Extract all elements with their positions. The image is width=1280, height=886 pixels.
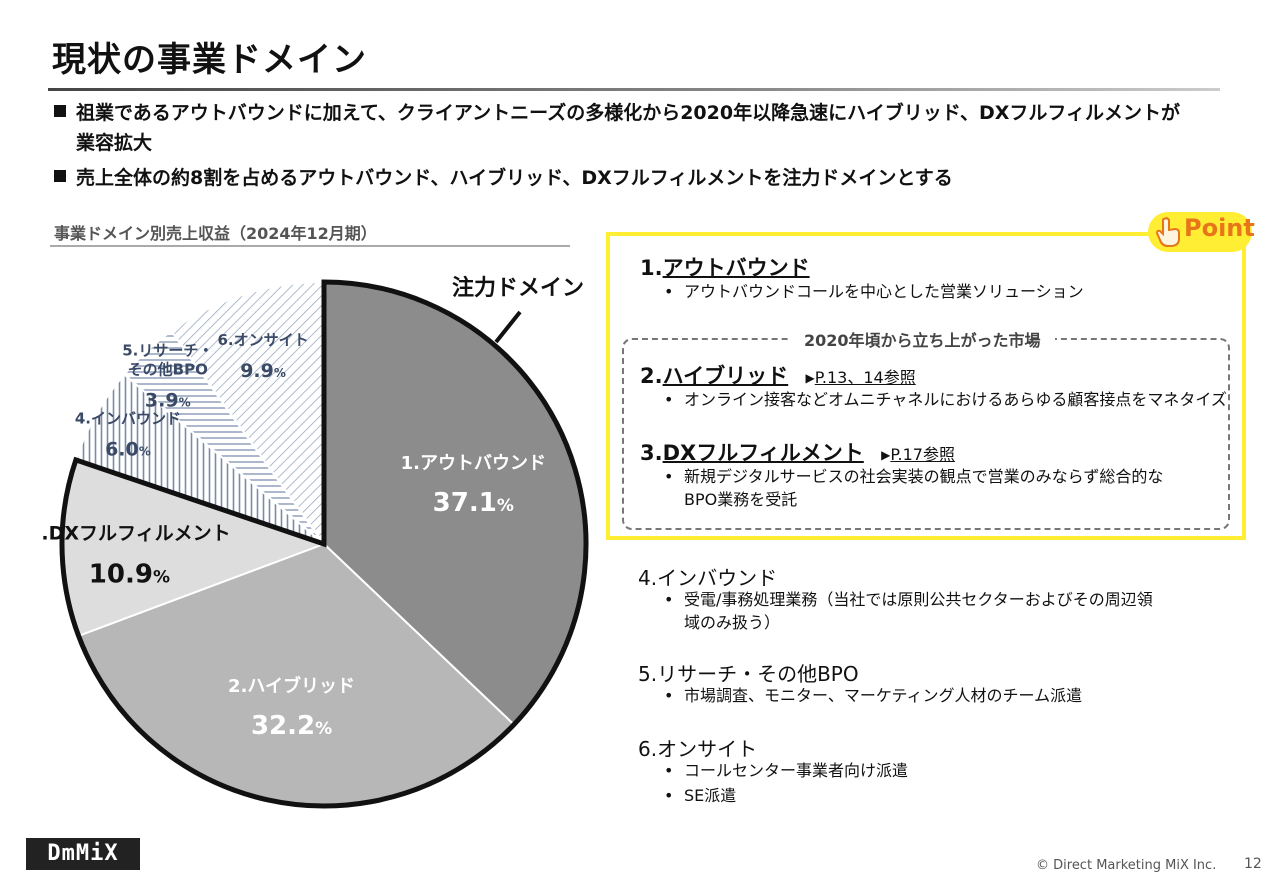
- triangle-right-icon: ▶: [805, 371, 815, 385]
- bullet-dot-icon: •: [664, 590, 674, 609]
- slice-value-label: 32.2%: [251, 711, 332, 741]
- desc-text-cont: 域のみ扱う）: [684, 613, 781, 632]
- slice-name-label: その他BPO: [128, 360, 208, 378]
- chart-title-divider: [50, 245, 570, 247]
- focus-domain-label: 注力ドメイン: [452, 276, 585, 301]
- focus-pointer-line: [494, 310, 522, 344]
- square-bullet-icon: [54, 105, 66, 117]
- segment-hybrid-desc: • オンライン接客などオムニチャネルにおけるあらゆる顧客接点をマネタイズ: [664, 388, 1227, 411]
- segment-dx-heading: 3.DXフルフィルメント ▶P.17参照: [640, 437, 955, 467]
- bullet-1-line2: 業容拡大: [76, 132, 153, 154]
- company-logo: DmMiX: [26, 838, 140, 870]
- bullet-dot-icon: •: [664, 686, 674, 705]
- bullet-dot-icon: •: [664, 390, 674, 409]
- page-reference-link[interactable]: ▶P.17参照: [881, 445, 955, 464]
- segment-research-heading: 5.リサーチ・その他BPO: [638, 662, 859, 686]
- slice-value-label: 37.1%: [433, 488, 514, 518]
- segment-name: アウトバウンド: [662, 256, 810, 280]
- pie-chart: 1.アウトバウンド 37.1% 2.ハイブリッド 32.2% 3.DXフルフィルメント 1…: [40, 279, 589, 809]
- desc-text-cont: BPO業務を受託: [684, 490, 798, 509]
- segment-outbound-heading: 1.アウトバウンド: [640, 252, 810, 282]
- slice-value-label: 3.9%: [145, 389, 191, 411]
- page-reference-text: P.13、14参照: [814, 368, 916, 387]
- slice-value-label: 6.0%: [105, 438, 151, 460]
- segment-dx-desc: • 新規デジタルサービスの社会実装の観点で営業のみならず総合的な BPO業務を受託: [664, 465, 1163, 511]
- slice-name-label: 6.オンサイト: [217, 331, 308, 349]
- bullet-dot-icon: •: [664, 282, 674, 301]
- desc-text: 市場調査、モニター、マーケティング人材のチーム派遣: [684, 686, 1083, 705]
- segment-name: DXフルフィルメント: [662, 441, 864, 465]
- segment-onsite-desc-2: • SE派遣: [664, 784, 736, 807]
- focus-domain-outline: [59, 279, 589, 809]
- bullet-dot-icon: •: [664, 467, 674, 486]
- slice-value-label: 9.9%: [240, 360, 286, 382]
- chart-title: 事業ドメイン別売上収益（2024年12月期）: [54, 224, 377, 243]
- desc-text: 受電/事務処理業務（当社では原則公共セクターおよびその周辺領: [684, 590, 1153, 609]
- square-bullet-icon: [54, 170, 66, 182]
- segment-inbound-heading: 4.インバウンド: [638, 566, 778, 590]
- slice-name-label: 5.リサーチ・: [122, 341, 213, 359]
- triangle-right-icon: ▶: [881, 448, 891, 462]
- segment-number: 3.: [640, 441, 663, 465]
- page-title: 現状の事業ドメイン: [52, 40, 367, 80]
- slice-name-label: 2.ハイブリッド: [228, 675, 355, 697]
- desc-text: アウトバウンドコールを中心とした営業ソリューション: [684, 282, 1084, 301]
- point-box: [606, 232, 1246, 540]
- emerging-market-label: 2020年頃から立ち上がった市場: [790, 327, 1055, 351]
- point-badge-label: Point: [1184, 214, 1255, 242]
- bullet-2-line1: 売上全体の約8割を占めるアウトバウンド、ハイブリッド、DXフルフィルメントを注力…: [76, 167, 953, 189]
- bullet-2: 売上全体の約8割を占めるアウトバウンド、ハイブリッド、DXフルフィルメントを注力…: [54, 163, 953, 193]
- slice-name-label: 3.DXフルフィルメント: [40, 522, 231, 544]
- segment-number: 2.: [640, 364, 663, 388]
- bullet-dot-icon: •: [664, 786, 674, 805]
- segment-onsite-heading: 6.オンサイト: [638, 737, 758, 761]
- segment-hybrid-heading: 2.ハイブリッド ▶P.13、14参照: [640, 360, 916, 390]
- segment-name: ハイブリッド: [662, 364, 789, 388]
- slice-name-label: 4.インバウンド: [75, 409, 181, 427]
- page-reference-text: P.17参照: [890, 445, 955, 464]
- bullet-dot-icon: •: [664, 761, 674, 780]
- slice-name-label: 1.アウトバウンド: [401, 453, 546, 474]
- segment-onsite-desc-1: • コールセンター事業者向け派遣: [664, 759, 908, 782]
- bullet-1-line1: 祖業であるアウトバウンドに加えて、クライアントニーズの多様化から2020年以降急…: [76, 102, 1180, 124]
- segment-inbound-desc: • 受電/事務処理業務（当社では原則公共セクターおよびその周辺領 域のみ扱う）: [664, 588, 1153, 634]
- segment-research-desc: • 市場調査、モニター、マーケティング人材のチーム派遣: [664, 684, 1082, 707]
- desc-text: SE派遣: [684, 786, 737, 805]
- pointing-hand-icon: [1155, 217, 1180, 247]
- segment-number: 1.: [640, 256, 663, 280]
- copyright: © Direct Marketing MiX Inc.: [1036, 858, 1217, 873]
- desc-text: 新規デジタルサービスの社会実装の観点で営業のみならず総合的な: [684, 467, 1164, 486]
- desc-text: コールセンター事業者向け派遣: [684, 761, 909, 780]
- title-divider: [48, 88, 1220, 91]
- page-number: 12: [1244, 856, 1262, 872]
- segment-outbound-desc: • アウトバウンドコールを中心とした営業ソリューション: [664, 280, 1084, 303]
- bullet-1: 祖業であるアウトバウンドに加えて、クライアントニーズの多様化から2020年以降急…: [54, 98, 1180, 158]
- page-reference-link[interactable]: ▶P.13、14参照: [806, 368, 916, 387]
- desc-text: オンライン接客などオムニチャネルにおけるあらゆる顧客接点をマネタイズ: [684, 390, 1227, 409]
- pie-slice: [169, 280, 325, 548]
- slice-value-label: 10.9%: [89, 559, 170, 589]
